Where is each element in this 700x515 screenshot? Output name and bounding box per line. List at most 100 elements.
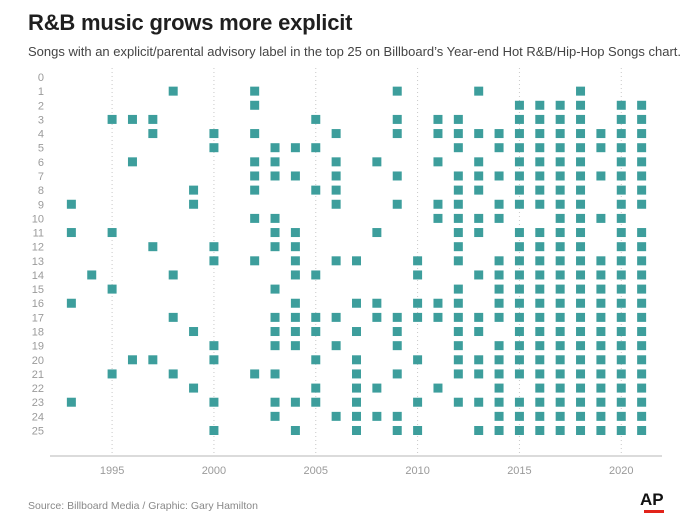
marker-2010-rank-20 — [413, 355, 423, 365]
marker-2003-rank-11 — [270, 228, 280, 238]
marker-2010-rank-13 — [413, 256, 423, 266]
marker-2021-rank-17 — [637, 312, 647, 322]
marker-2004-rank-12 — [290, 242, 300, 252]
y-tick-label: 16 — [32, 298, 44, 310]
marker-2017-rank-10 — [555, 213, 565, 223]
marker-2021-rank-22 — [637, 383, 647, 393]
marker-2003-rank-19 — [270, 341, 280, 351]
marker-2004-rank-18 — [290, 327, 300, 337]
marker-2003-rank-7 — [270, 171, 280, 181]
marker-1998-rank-14 — [168, 270, 178, 280]
y-tick-label: 12 — [32, 242, 44, 254]
marker-2004-rank-11 — [290, 228, 300, 238]
marker-2007-rank-20 — [352, 355, 361, 365]
marker-2014-rank-22 — [494, 383, 504, 393]
marker-1993-rank-23 — [66, 397, 76, 407]
marker-2014-rank-4 — [494, 129, 504, 139]
marker-2002-rank-7 — [250, 171, 260, 181]
y-tick-label: 6 — [38, 157, 44, 169]
marker-2010-rank-25 — [413, 426, 423, 435]
x-axis: 1995 2000 2005 2010 2015 2020 — [50, 455, 662, 477]
marker-2000-rank-13 — [209, 256, 219, 266]
marker-1998-rank-17 — [168, 312, 178, 322]
y-tick-label: 3 — [38, 114, 44, 126]
y-tick-label: 7 — [38, 171, 44, 183]
marker-2011-rank-16 — [433, 298, 443, 308]
marker-2020-rank-21 — [616, 369, 626, 379]
marker-2010-rank-14 — [413, 270, 423, 280]
marker-2018-rank-8 — [576, 185, 586, 195]
y-tick-label: 15 — [32, 284, 44, 296]
marker-2021-rank-2 — [637, 100, 647, 110]
marker-2019-rank-14 — [596, 270, 606, 280]
y-axis-ticks: 0123456789101112131415161718192021222324… — [32, 72, 44, 438]
marker-1995-rank-11 — [107, 228, 117, 238]
marker-2017-rank-18 — [555, 327, 565, 337]
y-tick-label: 25 — [32, 426, 44, 438]
marker-2017-rank-6 — [555, 157, 565, 167]
marker-2014-rank-20 — [494, 355, 504, 365]
marker-2017-rank-2 — [555, 100, 565, 110]
marker-2007-rank-16 — [352, 298, 361, 308]
marker-2018-rank-10 — [576, 213, 586, 223]
y-tick-label: 11 — [33, 228, 44, 240]
marker-2015-rank-6 — [514, 157, 524, 167]
marker-2016-rank-16 — [535, 298, 545, 308]
marker-1998-rank-21 — [168, 369, 178, 379]
marker-2009-rank-21 — [392, 369, 402, 379]
marker-2008-rank-22 — [372, 383, 382, 393]
marker-2016-rank-17 — [535, 312, 545, 322]
marker-2011-rank-9 — [433, 199, 443, 209]
marker-2000-rank-23 — [209, 397, 219, 407]
y-tick-label: 9 — [38, 199, 44, 211]
marker-2020-rank-4 — [616, 129, 626, 139]
marker-2016-rank-13 — [535, 256, 545, 266]
marker-2015-rank-25 — [514, 426, 524, 435]
marker-2017-rank-17 — [555, 312, 565, 322]
marker-2007-rank-24 — [352, 411, 361, 421]
marker-2003-rank-17 — [270, 312, 280, 322]
marker-2021-rank-13 — [637, 256, 647, 266]
marker-2013-rank-7 — [474, 171, 484, 181]
marker-2020-rank-10 — [616, 213, 626, 223]
marker-2014-rank-7 — [494, 171, 504, 181]
marker-2017-rank-7 — [555, 171, 565, 181]
marker-2010-rank-17 — [413, 312, 423, 322]
marker-2015-rank-14 — [514, 270, 524, 280]
marker-2019-rank-4 — [596, 129, 606, 139]
marker-2018-rank-11 — [576, 228, 586, 238]
marker-2015-rank-3 — [514, 114, 524, 124]
marker-2020-rank-20 — [616, 355, 626, 365]
marker-2000-rank-19 — [209, 341, 219, 351]
marker-2002-rank-1 — [250, 86, 260, 96]
marker-2015-rank-9 — [514, 199, 524, 209]
marker-2019-rank-23 — [596, 397, 606, 407]
x-tick-label: 2020 — [609, 465, 633, 477]
marker-2010-rank-23 — [413, 397, 423, 407]
marker-2008-rank-11 — [372, 228, 382, 238]
marker-2014-rank-10 — [494, 213, 504, 223]
marker-2003-rank-24 — [270, 411, 280, 421]
marker-2014-rank-15 — [494, 284, 504, 294]
marker-2020-rank-7 — [616, 171, 626, 181]
marker-2009-rank-1 — [392, 86, 402, 96]
marker-2003-rank-15 — [270, 284, 280, 294]
marker-2018-rank-17 — [576, 312, 586, 322]
marker-2016-rank-6 — [535, 157, 545, 167]
marker-2018-rank-4 — [576, 129, 586, 139]
marker-2020-rank-5 — [616, 143, 626, 153]
marker-2017-rank-21 — [555, 369, 565, 379]
marker-2021-rank-21 — [637, 369, 647, 379]
marker-2004-rank-17 — [290, 312, 300, 322]
marker-2018-rank-24 — [576, 411, 586, 421]
marker-2016-rank-9 — [535, 199, 545, 209]
marker-2018-rank-20 — [576, 355, 586, 365]
marker-1996-rank-3 — [127, 114, 137, 124]
marker-2003-rank-23 — [270, 397, 280, 407]
marker-2014-rank-24 — [494, 411, 504, 421]
marker-2000-rank-12 — [209, 242, 219, 252]
marker-2012-rank-21 — [453, 369, 463, 379]
marker-2013-rank-20 — [474, 355, 484, 365]
marker-2013-rank-18 — [474, 327, 484, 337]
marker-2004-rank-16 — [290, 298, 300, 308]
